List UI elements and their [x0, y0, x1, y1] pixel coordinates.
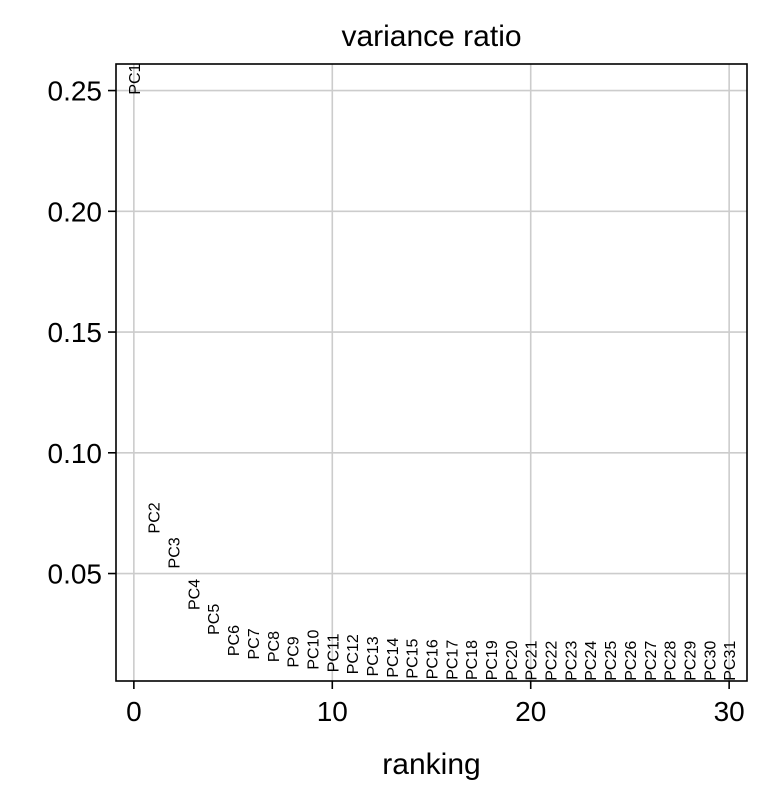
pc-label: PC13 — [365, 636, 382, 676]
pc-label: PC16 — [425, 639, 442, 679]
grid-lines — [116, 64, 747, 681]
pc-label: PC4 — [186, 579, 203, 610]
pc-label: PC14 — [385, 637, 402, 677]
pc-label: PC31 — [722, 641, 739, 681]
pc-label: PC10 — [305, 630, 322, 670]
pc-label: PC28 — [663, 641, 680, 681]
pc-label: PC23 — [563, 641, 580, 681]
pc-label: PC6 — [226, 625, 243, 656]
pc-label: PC30 — [702, 641, 719, 681]
y-tick-label: 0.15 — [48, 317, 103, 348]
x-tick-label: 0 — [126, 696, 142, 727]
pc-label: PC12 — [345, 634, 362, 674]
pc-label: PC21 — [524, 640, 541, 680]
pc-label: PC22 — [544, 641, 561, 681]
x-tick-label: 20 — [515, 696, 546, 727]
pc-label: PC27 — [643, 641, 660, 681]
pc-label: PC17 — [444, 640, 461, 680]
plot-frame — [115, 63, 748, 682]
pc-label: PC3 — [167, 537, 184, 568]
pc-label: PC7 — [246, 628, 263, 659]
pc-label: PC20 — [504, 640, 521, 680]
pc-label: PC5 — [206, 604, 223, 635]
pc-label: PC25 — [603, 641, 620, 681]
pc-label: PC29 — [682, 641, 699, 681]
axis-ticks: 0 10 20 30 0.05 0.10 0.15 0.20 0.25 — [48, 76, 745, 727]
pc-label: PC9 — [286, 636, 303, 667]
pc-label: PC24 — [583, 641, 600, 681]
x-axis-label: ranking — [382, 748, 480, 781]
x-tick-label: 10 — [317, 696, 348, 727]
x-tick-label: 30 — [714, 696, 745, 727]
pc-label: PC2 — [147, 502, 164, 533]
y-tick-label: 0.25 — [48, 76, 103, 107]
pc-label: PC8 — [266, 631, 283, 662]
pc-label: PC26 — [623, 641, 640, 681]
pc-label: PC18 — [464, 640, 481, 680]
y-tick-label: 0.05 — [48, 559, 103, 590]
y-tick-label: 0.20 — [48, 196, 103, 227]
y-tick-label: 0.10 — [48, 438, 103, 469]
chart-title: variance ratio — [341, 20, 521, 53]
pc-label: PC1 — [127, 63, 144, 94]
pc-label: PC11 — [325, 633, 342, 672]
pc-label: PC19 — [484, 640, 501, 680]
pc-label: PC15 — [405, 638, 422, 678]
